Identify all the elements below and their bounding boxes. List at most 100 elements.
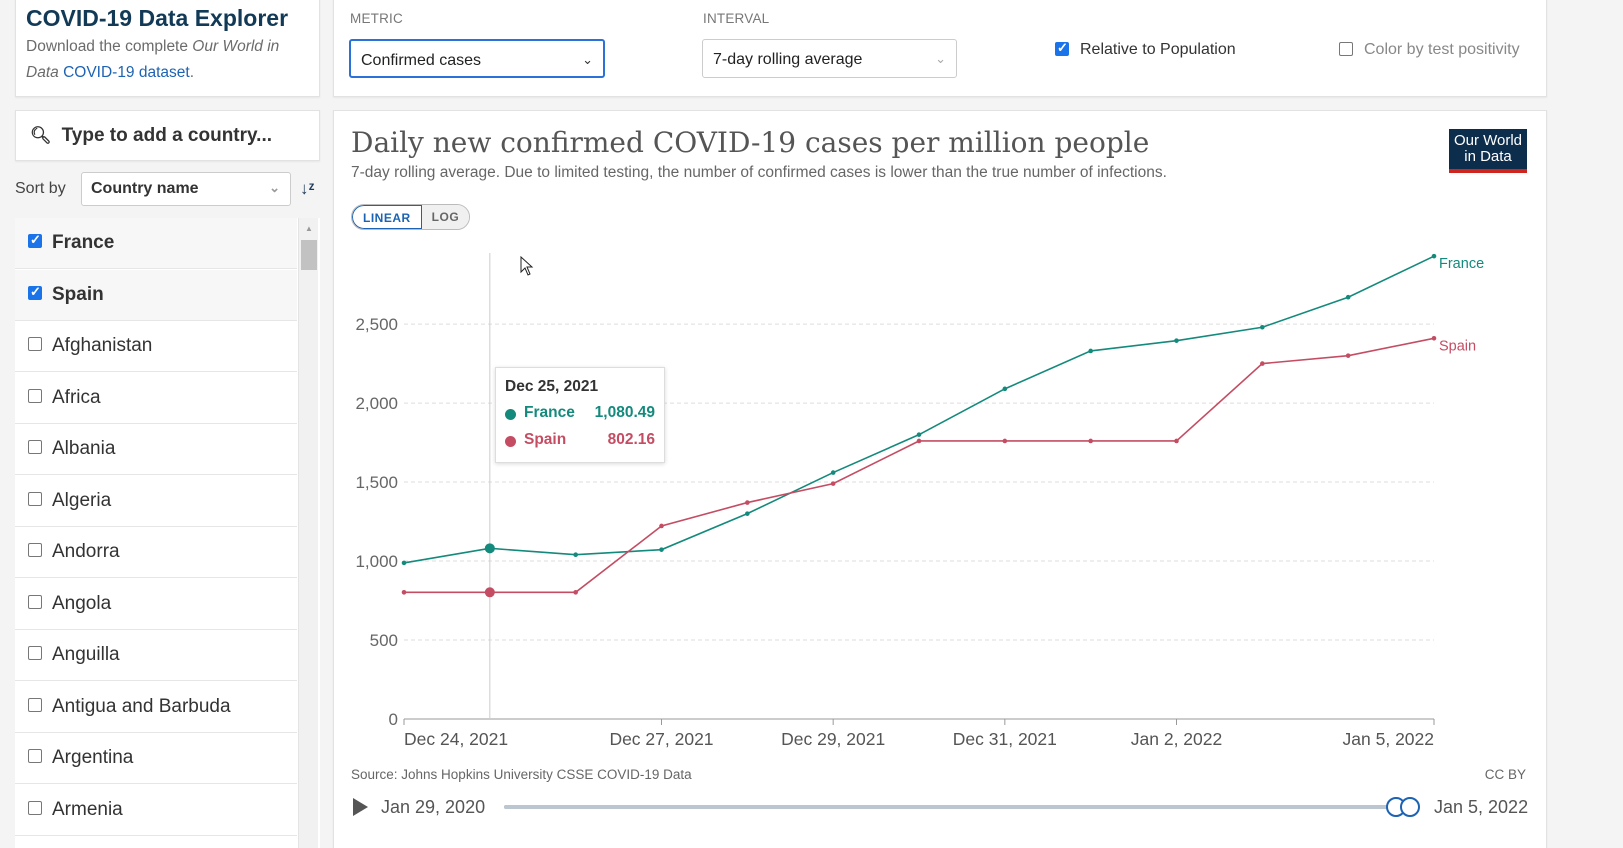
- tooltip-series-name: France: [524, 404, 575, 421]
- search-placeholder: Type to add a country...: [61, 125, 273, 146]
- dataset-link[interactable]: COVID-19 dataset: [63, 64, 190, 81]
- data-point: [1431, 253, 1437, 259]
- controls-bar: METRIC Confirmed cases ⌄ INTERVAL 7-day …: [333, 0, 1547, 97]
- country-checkbox[interactable]: [28, 232, 42, 248]
- country-checkbox[interactable]: [28, 697, 42, 712]
- log-scale-button[interactable]: LOG: [421, 205, 470, 229]
- data-point: [1345, 294, 1351, 300]
- data-point: [484, 543, 495, 554]
- country-name: Albania: [52, 438, 116, 459]
- data-point: [1002, 386, 1008, 392]
- sort-direction-icon[interactable]: ↓ᶻ: [300, 179, 315, 198]
- y-tick-label: 1,500: [355, 473, 398, 492]
- data-point: [1174, 438, 1179, 444]
- series-dot-icon: [505, 436, 516, 447]
- source-note: Source: Johns Hopkins University CSSE CO…: [351, 767, 692, 782]
- chevron-down-icon: ⌄: [582, 52, 593, 67]
- country-item[interactable]: Albania: [15, 424, 297, 475]
- country-name: Algeria: [52, 489, 112, 511]
- country-item[interactable]: Afghanistan: [15, 321, 297, 372]
- owid-logo[interactable]: Our World in Data: [1449, 129, 1527, 173]
- timeline-end-date: Jan 5, 2022: [1434, 797, 1529, 817]
- country-checkbox[interactable]: [28, 284, 42, 300]
- country-checkbox[interactable]: [28, 337, 42, 351]
- app-description: Download the complete Our World in Data …: [26, 38, 280, 81]
- tooltip-date: Dec 25, 2021: [505, 378, 599, 395]
- play-icon[interactable]: [353, 798, 368, 816]
- metric-value: Confirmed cases: [361, 52, 482, 69]
- metric-select[interactable]: Confirmed cases ⌄: [349, 39, 605, 78]
- country-item[interactable]: Argentina: [15, 733, 297, 784]
- scrollbar[interactable]: ▲: [298, 218, 318, 848]
- country-name: France: [52, 232, 115, 253]
- chart-title: Daily new confirmed COVID-19 cases per m…: [351, 126, 1150, 159]
- country-name: Afghanistan: [52, 335, 153, 356]
- color-by-test-positivity-label: Color by test positivity: [1364, 41, 1520, 58]
- sort-row: Sort by Country name ⌄ ↓ᶻ: [15, 172, 320, 208]
- tooltip-series-value: 802.16: [607, 431, 655, 448]
- country-item[interactable]: Angola: [15, 578, 297, 630]
- data-point: [401, 560, 407, 566]
- country-checkbox[interactable]: [28, 594, 42, 609]
- country-item[interactable]: Antigua and Barbuda: [15, 681, 297, 733]
- scroll-thumb[interactable]: [301, 240, 317, 270]
- country-checkbox[interactable]: [28, 749, 42, 763]
- x-tick-label: Dec 27, 2021: [609, 729, 713, 749]
- chart-subtitle: 7-day rolling average. Due to limited te…: [351, 164, 1167, 181]
- timeline-track[interactable]: [504, 797, 1420, 817]
- chevron-down-icon: ⌄: [269, 180, 280, 195]
- data-point: [484, 587, 495, 598]
- data-point: [401, 590, 407, 595]
- metric-label: METRIC: [350, 11, 403, 26]
- app-title: COVID-19 Data Explorer: [26, 5, 289, 31]
- country-name: Armenia: [52, 798, 123, 820]
- country-name: Africa: [52, 386, 101, 408]
- data-point: [830, 481, 836, 486]
- country-item[interactable]: Armenia: [15, 784, 297, 836]
- country-item[interactable]: Spain: [15, 269, 297, 321]
- y-tick-label: 500: [370, 631, 398, 650]
- x-tick-label: Jan 5, 2022: [1343, 729, 1434, 749]
- country-item[interactable]: Andorra: [15, 527, 297, 578]
- country-name: Andorra: [52, 541, 120, 562]
- country-item[interactable]: Africa: [15, 372, 297, 424]
- country-checkbox[interactable]: [28, 388, 42, 403]
- relative-to-population-checkbox[interactable]: [1055, 40, 1069, 56]
- country-name: Argentina: [52, 747, 134, 768]
- tooltip-series-name: Spain: [524, 431, 567, 448]
- country-item[interactable]: France: [15, 218, 297, 269]
- data-point: [830, 470, 836, 475]
- country-item[interactable]: Anguilla: [15, 630, 297, 681]
- country-list: France Spain Afghanistan Africa Albania Alger…: [15, 218, 320, 848]
- color-by-test-positivity-checkbox[interactable]: [1339, 42, 1353, 56]
- sort-label: Sort by: [15, 180, 66, 197]
- explorer-header: COVID-19 Data Explorer Download the comp…: [15, 0, 320, 97]
- y-tick-label: 2,500: [355, 315, 398, 334]
- y-tick-label: 0: [389, 710, 398, 729]
- series-label: France: [1439, 256, 1484, 272]
- sort-select[interactable]: Country name ⌄: [81, 172, 291, 206]
- country-search-input[interactable]: 🔍︎ Type to add a country...: [15, 110, 320, 161]
- country-checkbox[interactable]: [28, 543, 42, 557]
- data-point: [573, 552, 578, 558]
- data-point: [659, 547, 664, 552]
- x-tick-label: Dec 31, 2021: [953, 729, 1057, 749]
- data-point: [1260, 324, 1265, 330]
- country-name: Antigua and Barbuda: [52, 695, 231, 717]
- data-point: [745, 500, 750, 505]
- timeline-end-handle[interactable]: [1400, 797, 1420, 817]
- data-point: [1174, 338, 1179, 343]
- linear-scale-button[interactable]: LINEAR: [352, 205, 422, 229]
- license-label[interactable]: CC BY: [1484, 767, 1526, 782]
- country-item[interactable]: Algeria: [15, 475, 297, 527]
- search-icon: 🔍︎: [30, 126, 52, 145]
- country-name: Anguilla: [52, 644, 120, 665]
- country-checkbox[interactable]: [28, 646, 42, 660]
- tooltip: Dec 25, 2021 France 1,080.49 Spain 802.16: [495, 367, 665, 463]
- scroll-up-icon[interactable]: ▲: [305, 224, 313, 233]
- country-checkbox[interactable]: [28, 800, 42, 815]
- country-checkbox[interactable]: [28, 491, 42, 506]
- country-name: Angola: [52, 592, 112, 614]
- interval-select[interactable]: 7-day rolling average ⌄: [702, 39, 957, 78]
- country-checkbox[interactable]: [28, 440, 42, 454]
